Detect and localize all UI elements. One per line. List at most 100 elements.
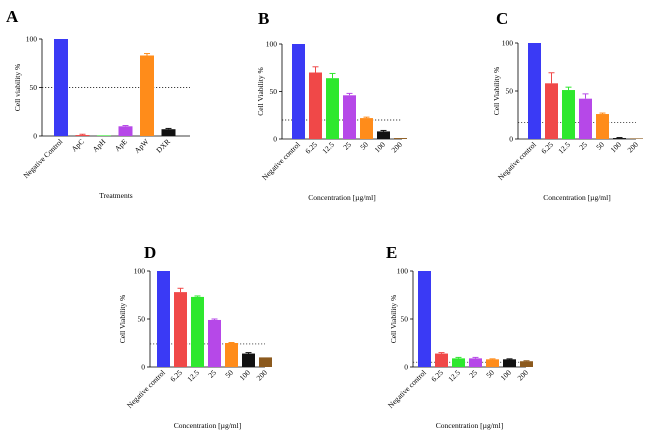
category-label-e: 50 (484, 368, 496, 380)
y-tick-label-d: 50 (138, 315, 146, 324)
bar-e (418, 271, 431, 367)
bar-c (579, 98, 592, 139)
y-tick-label-b: 0 (273, 135, 277, 144)
bar-a (75, 135, 90, 136)
bar-b (377, 131, 390, 139)
bar-c (596, 114, 609, 139)
y-tick-label-e: 0 (404, 363, 408, 372)
y-axis-label-d: Cell Viability % (118, 295, 127, 344)
bar-a (118, 126, 133, 136)
bar-e (469, 358, 482, 367)
y-tick-label-a: 100 (26, 35, 38, 44)
y-tick-label-b: 50 (270, 87, 278, 96)
panel-a: A 0 50 100 Negative Control ApC ApH ApE ApW DXR Ce… (6, 7, 190, 200)
category-label-c: 25 (577, 140, 589, 152)
bar-a (140, 55, 154, 136)
category-label-d: 200 (255, 368, 269, 382)
x-axis-label-b: Concentration [µg/ml] (308, 193, 375, 202)
panel-letter-e: E (386, 243, 397, 262)
category-label-b: 6.25 (303, 140, 319, 156)
category-label-b: 100 (373, 140, 387, 154)
x-axis-label-c: Concentration [µg/ml] (543, 193, 610, 202)
category-label-d: 12.5 (185, 368, 201, 384)
y-tick-label-a: 0 (33, 132, 37, 141)
panel-letter-b: B (258, 9, 269, 28)
y-tick-label-c: 100 (502, 39, 514, 48)
category-label-a: ApH (91, 137, 108, 154)
bar-c (562, 90, 575, 139)
category-label-d: 50 (223, 368, 235, 380)
category-label-e: 12.5 (446, 368, 462, 384)
category-label-d: 25 (206, 368, 218, 380)
bar-d (225, 343, 238, 367)
bar-d (242, 353, 255, 367)
bar-e (520, 361, 533, 367)
bar-d (174, 292, 187, 367)
panel-letter-a: A (6, 7, 19, 26)
category-label-d: 6.25 (168, 368, 184, 384)
x-axis-label-a: Treatments (99, 191, 133, 200)
category-label-c: 12.5 (556, 140, 572, 156)
category-label-e: 25 (467, 368, 479, 380)
bar-b (360, 118, 373, 139)
bar-c (545, 83, 558, 139)
y-axis-label-e: Cell Viability % (389, 295, 398, 344)
category-label-a: Negative Control (21, 137, 64, 180)
category-label-d: Negative control (125, 368, 167, 410)
y-tick-label-c: 0 (509, 135, 513, 144)
category-label-a: ApW (133, 136, 152, 155)
category-label-c: 100 (609, 140, 623, 154)
bar-b (343, 95, 356, 139)
category-label-a: ApE (113, 137, 129, 153)
category-label-e: Negative control (386, 368, 428, 410)
y-axis-label-b: Cell Viability % (256, 67, 265, 116)
y-axis-label-c: Cell Viability % (492, 67, 501, 116)
y-axis-label-a: Cell viability % (13, 64, 22, 112)
category-label-b: 200 (390, 140, 404, 154)
category-label-c: 6.25 (539, 140, 555, 156)
bar-a (161, 129, 176, 136)
category-label-c: 200 (626, 140, 640, 154)
bar-d (157, 271, 170, 367)
bar-c (630, 138, 643, 139)
category-label-b: 25 (341, 140, 353, 152)
category-label-c: Negative control (496, 140, 538, 182)
bar-e (486, 359, 499, 367)
category-label-b: 50 (358, 140, 370, 152)
category-label-e: 200 (516, 368, 530, 382)
y-tick-label-c: 50 (506, 87, 514, 96)
category-label-b: Negative control (260, 140, 302, 182)
bar-d (208, 319, 221, 367)
panel-letter-d: D (144, 243, 156, 262)
bar-b (309, 72, 322, 139)
bar-d (259, 357, 272, 367)
bar-b (292, 44, 305, 139)
bar-d (191, 296, 204, 367)
bar-e (503, 359, 516, 367)
category-label-d: 100 (238, 368, 252, 382)
category-label-a: ApC (70, 137, 86, 153)
x-axis-label-d: Concentration [µg/ml] (174, 421, 241, 430)
bar-c (613, 138, 626, 139)
category-label-a: DXR (154, 137, 172, 155)
y-tick-label-d: 0 (141, 363, 145, 372)
category-label-c: 50 (594, 140, 606, 152)
bar-b (394, 138, 407, 139)
category-label-b: 12.5 (320, 140, 336, 156)
y-tick-label-e: 100 (397, 267, 409, 276)
y-tick-label-b: 100 (266, 40, 278, 49)
y-tick-label-d: 100 (134, 267, 146, 276)
y-tick-label-a: 50 (30, 83, 38, 92)
bar-e (435, 353, 448, 367)
panel-letter-c: C (496, 9, 508, 28)
bar-e (452, 358, 465, 367)
bar-b (326, 78, 339, 139)
bar-a (97, 135, 111, 136)
category-label-e: 6.25 (429, 368, 445, 384)
x-axis-label-e: Concentration [µg/ml] (436, 421, 503, 430)
